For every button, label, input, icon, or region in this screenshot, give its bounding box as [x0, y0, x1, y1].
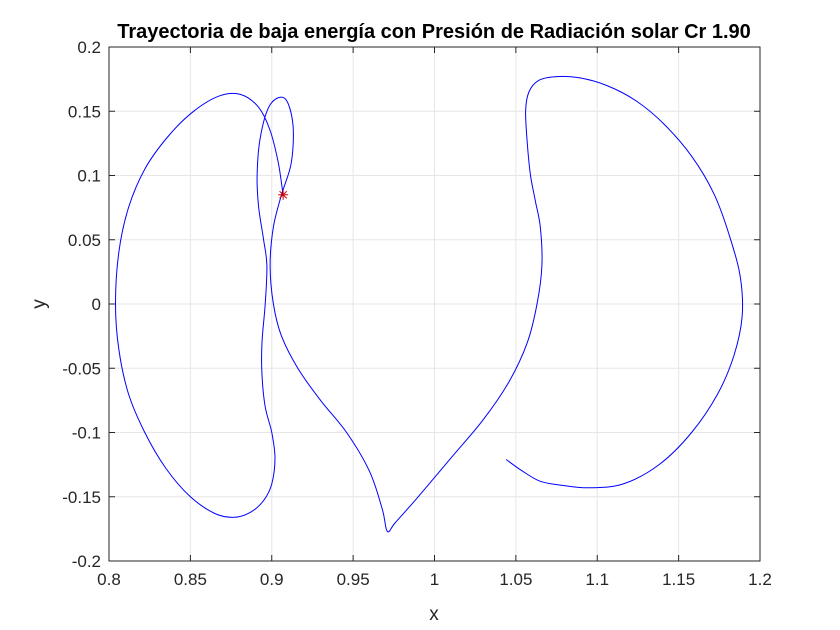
y-tick-label: 0.05: [68, 231, 101, 250]
x-tick-label: 0.8: [97, 570, 121, 589]
trajectory-line: [115, 75, 744, 533]
x-tick-label: 1.05: [499, 570, 532, 589]
y-tick-label: 0: [92, 295, 101, 314]
y-tick-label: 0.15: [68, 102, 101, 121]
plot-frame: [108, 46, 761, 562]
x-tick-label: 0.9: [260, 570, 284, 589]
y-tick-label: -0.05: [62, 359, 101, 378]
chart-title: Trayectoria de baja energía con Presión …: [117, 21, 751, 43]
y-tick-label: -0.1: [72, 424, 101, 443]
x-tick-label: 0.95: [337, 570, 370, 589]
x-tick-label: 1.15: [662, 570, 695, 589]
start-marker: [278, 189, 289, 200]
series-layer: [115, 75, 744, 533]
y-tick-label: -0.15: [62, 488, 101, 507]
x-tick-label: 1: [430, 570, 439, 589]
y-tick-label: -0.2: [72, 552, 101, 571]
y-axis-label: y: [29, 299, 50, 309]
x-tick-label: 1.2: [748, 570, 772, 589]
x-axis-label: x: [429, 604, 439, 625]
x-tick-label: 0.85: [174, 570, 207, 589]
y-tick-label: 0.1: [77, 167, 101, 186]
x-tick-label: 1.1: [585, 570, 609, 589]
y-tick-label: 0.2: [77, 38, 101, 57]
